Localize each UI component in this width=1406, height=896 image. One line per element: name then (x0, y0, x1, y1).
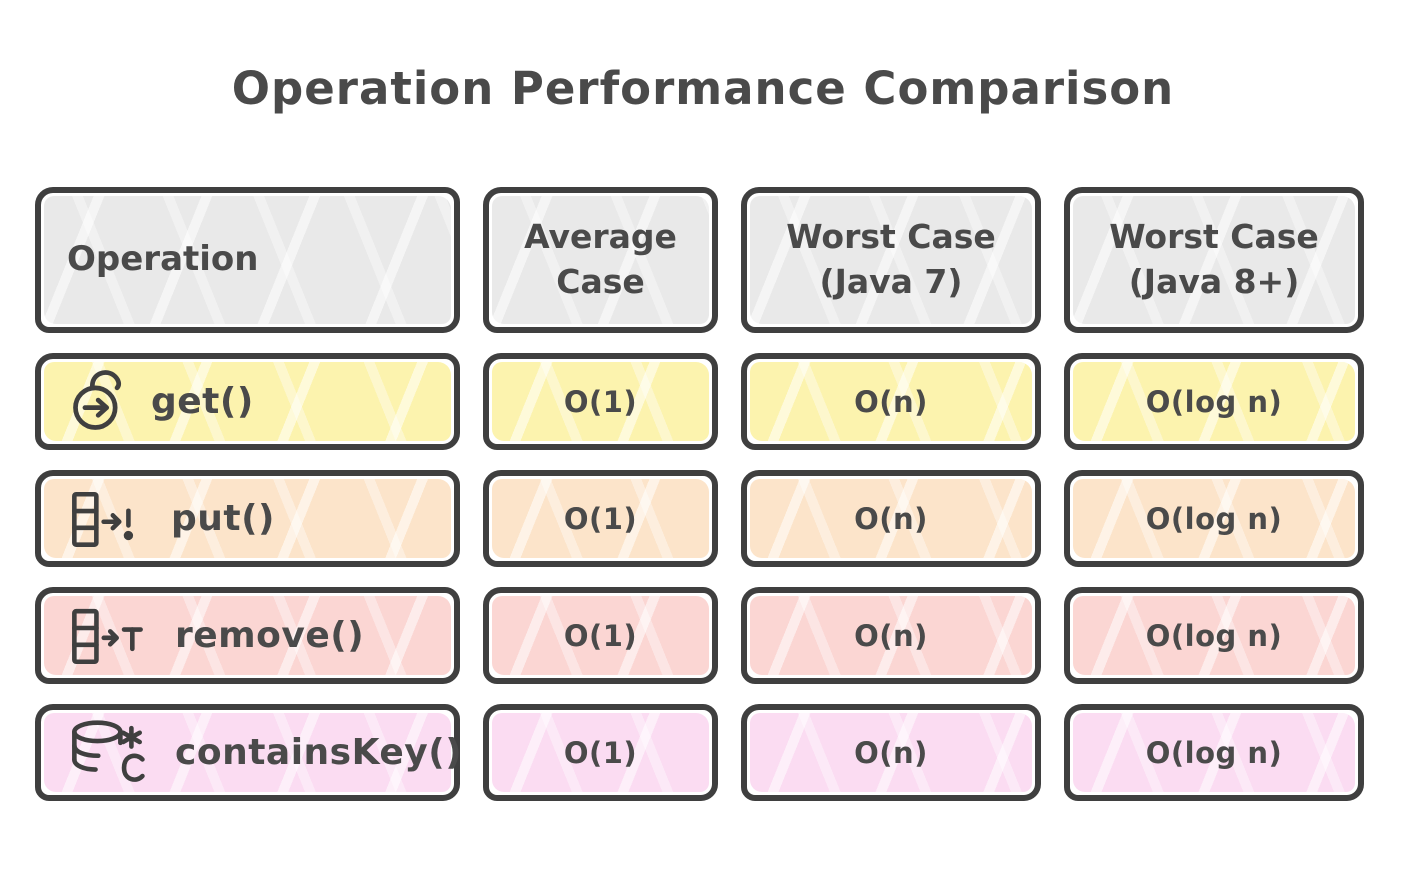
cell-fill (492, 196, 709, 324)
cell-fill (492, 479, 709, 558)
table-cell-containskey-worst-java7: O(n) (741, 704, 1041, 801)
table-cell-put-average: O(1) (483, 470, 718, 567)
header-cell-average-case: Average Case (483, 187, 718, 333)
table-row-get-operation: get() (35, 353, 460, 450)
cell-fill (750, 713, 1032, 792)
table-cell-get-worst-java7: O(n) (741, 353, 1041, 450)
cell-fill (750, 362, 1032, 441)
complexity-value: O(1) (563, 618, 638, 653)
table-cell-remove-worst-java8: O(log n) (1064, 587, 1364, 684)
complexity-value: O(log n) (1145, 735, 1283, 770)
header-label: Average Case (524, 217, 677, 301)
arrow-into-circle-icon (67, 368, 135, 436)
cell-fill (1073, 196, 1355, 324)
cell-fill (492, 713, 709, 792)
operation-label: containsKey() (175, 732, 463, 773)
database-key-icon (67, 717, 159, 789)
cell-fill (492, 596, 709, 675)
cell-fill (750, 196, 1032, 324)
table-cell-remove-average: O(1) (483, 587, 718, 684)
header-cell-worst-java7: Worst Case (Java 7) (741, 187, 1041, 333)
operation-label: put() (171, 498, 276, 539)
cell-fill (1073, 713, 1355, 792)
cell-fill (750, 596, 1032, 675)
cell-fill (1073, 596, 1355, 675)
operation-label: get() (151, 381, 254, 422)
array-insert-icon (67, 488, 155, 550)
complexity-value: O(n) (854, 384, 928, 419)
table-cell-put-worst-java8: O(log n) (1064, 470, 1364, 567)
performance-table: Operation Average Case Worst Case (Java … (35, 187, 1364, 801)
table-row-put-operation: put() (35, 470, 460, 567)
complexity-value: O(n) (854, 501, 928, 536)
cell-fill (1073, 362, 1355, 441)
table-row-remove-operation: remove() (35, 587, 460, 684)
complexity-value: O(log n) (1145, 501, 1283, 536)
complexity-value: O(log n) (1145, 618, 1283, 653)
complexity-value: O(1) (563, 735, 638, 770)
header-label: Operation (67, 239, 259, 280)
cell-fill (492, 362, 709, 441)
header-cell-worst-java8: Worst Case (Java 8+) (1064, 187, 1364, 333)
cell-fill (44, 479, 451, 558)
table-cell-containskey-worst-java8: O(log n) (1064, 704, 1364, 801)
complexity-value: O(log n) (1145, 384, 1283, 419)
cell-fill (44, 196, 451, 324)
array-remove-icon (67, 605, 159, 667)
cell-fill (750, 479, 1032, 558)
table-cell-get-average: O(1) (483, 353, 718, 450)
page-title: Operation Performance Comparison (231, 62, 1175, 115)
complexity-value: O(n) (854, 735, 928, 770)
complexity-value: O(n) (854, 618, 928, 653)
table-cell-containskey-average: O(1) (483, 704, 718, 801)
operation-label: remove() (175, 615, 365, 656)
cell-fill (1073, 479, 1355, 558)
table-cell-put-worst-java7: O(n) (741, 470, 1041, 567)
complexity-value: O(1) (563, 384, 638, 419)
header-label: Worst Case (Java 8+) (1109, 217, 1319, 301)
table-row-containskey-operation: containsKey() (35, 704, 463, 801)
table-cell-get-worst-java8: O(log n) (1064, 353, 1364, 450)
header-cell-operation: Operation (35, 187, 460, 333)
complexity-value: O(1) (563, 501, 638, 536)
header-label: Worst Case (Java 7) (786, 217, 996, 301)
table-cell-remove-worst-java7: O(n) (741, 587, 1041, 684)
